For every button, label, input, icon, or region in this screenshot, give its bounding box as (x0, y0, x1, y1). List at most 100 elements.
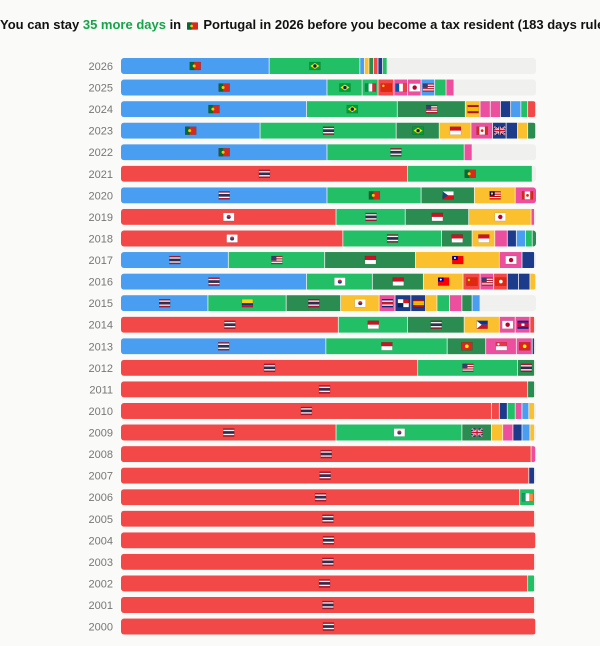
segment-multi[interactable] (360, 58, 364, 74)
segment-sg[interactable] (486, 338, 516, 355)
segment-gb[interactable] (507, 230, 516, 247)
segment-th[interactable] (121, 402, 491, 419)
segment-multi[interactable] (382, 58, 387, 74)
segment-navy[interactable] (539, 187, 542, 203)
segment-br[interactable] (269, 58, 360, 74)
segment-th[interactable] (121, 467, 529, 484)
segment-multi[interactable] (491, 402, 499, 419)
segment-cn[interactable] (463, 273, 480, 290)
segment-id[interactable] (441, 230, 472, 247)
segment-multi[interactable] (528, 101, 536, 118)
segment-kr[interactable] (121, 208, 336, 225)
segment-pt[interactable] (121, 144, 327, 161)
segment-fr[interactable] (491, 424, 503, 441)
segment-kr[interactable] (306, 273, 372, 290)
segment-th[interactable] (121, 532, 536, 549)
segment-tw[interactable] (423, 273, 463, 290)
segment-br[interactable] (327, 79, 362, 96)
segment-multi[interactable] (464, 144, 472, 161)
segment-multi[interactable] (364, 58, 369, 74)
segment-fr[interactable] (446, 79, 454, 96)
segment-th[interactable] (532, 230, 537, 247)
segment-th[interactable] (407, 316, 464, 333)
segment-multi[interactable] (515, 402, 522, 419)
segment-my[interactable] (474, 187, 515, 204)
segment-pt[interactable] (121, 79, 327, 96)
segment-ph[interactable] (464, 316, 499, 333)
segment-it[interactable] (528, 575, 535, 592)
segment-gb[interactable] (525, 230, 532, 247)
segment-jp[interactable] (469, 208, 531, 225)
segment-multi[interactable] (522, 402, 529, 419)
segment-id[interactable] (472, 230, 495, 247)
segment-id[interactable] (439, 122, 471, 139)
segment-id[interactable] (405, 208, 469, 225)
segment-multi[interactable] (378, 58, 383, 74)
segment-tw[interactable] (415, 252, 499, 269)
segment-th[interactable] (121, 273, 307, 290)
segment-kr[interactable] (121, 230, 343, 247)
segment-pt[interactable] (121, 101, 307, 118)
segment-br[interactable] (396, 122, 439, 139)
segment-pt[interactable] (121, 58, 269, 74)
segment-th[interactable] (121, 316, 338, 333)
segment-mx[interactable] (437, 295, 450, 312)
segment-th[interactable] (121, 553, 535, 570)
segment-pt[interactable] (327, 187, 421, 204)
segment-multi[interactable] (528, 122, 536, 139)
segment-gb[interactable] (462, 424, 491, 441)
segment-jp[interactable] (407, 79, 421, 96)
segment-multi[interactable] (369, 58, 374, 74)
segment-co[interactable] (208, 295, 286, 312)
segment-multi[interactable] (499, 402, 507, 419)
segment-th[interactable] (260, 122, 396, 139)
segment-tw[interactable] (462, 295, 472, 312)
segment-th[interactable] (121, 165, 408, 182)
segment-id[interactable] (326, 338, 447, 355)
segment-nl[interactable] (511, 101, 521, 118)
segment-id[interactable] (372, 273, 423, 290)
segment-us[interactable] (418, 359, 518, 376)
segment-th[interactable] (121, 575, 528, 592)
segment-us[interactable] (480, 273, 494, 290)
segment-us[interactable] (449, 295, 462, 312)
segment-multi[interactable] (373, 58, 378, 74)
segment-pink[interactable] (531, 208, 535, 225)
segment-us[interactable] (518, 273, 530, 290)
segment-th[interactable] (121, 295, 208, 312)
segment-ch[interactable] (521, 101, 528, 118)
segment-gr[interactable] (516, 230, 525, 247)
segment-ca[interactable] (515, 187, 539, 204)
segment-cn[interactable] (378, 79, 394, 96)
segment-br[interactable] (306, 101, 397, 118)
segment-ca[interactable] (471, 122, 493, 139)
segment-gb[interactable] (522, 424, 530, 441)
segment-navy[interactable] (532, 338, 535, 355)
segment-th[interactable] (327, 144, 464, 161)
segment-kh[interactable] (506, 122, 518, 139)
segment-es[interactable] (426, 295, 437, 312)
segment-kr[interactable] (340, 295, 379, 312)
segment-th[interactable] (286, 295, 341, 312)
segment-jp[interactable] (499, 252, 522, 269)
segment-th[interactable] (121, 252, 228, 269)
segment-th[interactable] (121, 446, 531, 463)
segment-vn[interactable] (516, 338, 532, 355)
segment-th[interactable] (121, 618, 536, 635)
segment-us[interactable] (228, 252, 325, 269)
segment-jp[interactable] (495, 230, 507, 247)
segment-vn[interactable] (480, 101, 490, 118)
segment-th[interactable] (121, 187, 327, 204)
segment-ch[interactable] (435, 79, 446, 96)
segment-gb[interactable] (492, 122, 506, 139)
segment-multi[interactable] (530, 424, 535, 441)
segment-vn[interactable] (447, 338, 486, 355)
segment-th[interactable] (121, 510, 535, 527)
segment-us[interactable] (397, 101, 465, 118)
segment-de[interactable] (528, 381, 535, 398)
segment-es[interactable] (465, 101, 480, 118)
segment-es[interactable] (411, 295, 426, 312)
segment-pa[interactable] (395, 295, 411, 312)
segment-hk[interactable] (494, 273, 507, 290)
segment-dk[interactable] (513, 424, 522, 441)
